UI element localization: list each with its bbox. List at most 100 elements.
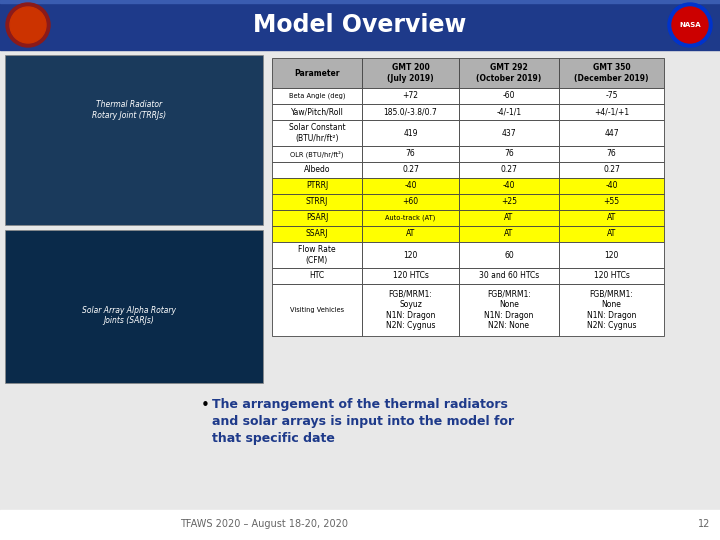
Text: 12: 12	[698, 519, 710, 529]
Text: 60: 60	[504, 251, 514, 260]
Bar	[362, 88, 459, 104]
Bar	[362, 146, 459, 162]
Bar	[0, 0, 720, 50]
Bar	[272, 210, 362, 226]
Text: 447: 447	[604, 129, 618, 138]
Text: TFAWS 2020 – August 18-20, 2020: TFAWS 2020 – August 18-20, 2020	[180, 519, 348, 529]
Text: -60: -60	[503, 91, 516, 100]
Bar	[362, 226, 459, 242]
Bar	[559, 88, 664, 104]
Circle shape	[668, 3, 712, 47]
Text: NASA: NASA	[679, 22, 701, 28]
Text: PSARJ: PSARJ	[306, 213, 328, 222]
Text: AT: AT	[607, 230, 616, 239]
Text: 185.0/-3.8/0.7: 185.0/-3.8/0.7	[384, 107, 437, 117]
Text: 419: 419	[403, 129, 418, 138]
Bar	[272, 104, 362, 120]
Bar	[459, 120, 559, 146]
Text: OLR (BTU/hr/ft²): OLR (BTU/hr/ft²)	[290, 150, 343, 158]
Text: •: •	[201, 398, 210, 413]
Text: +4/-1/+1: +4/-1/+1	[594, 107, 629, 117]
Bar	[559, 146, 664, 162]
Text: 120 HTCs: 120 HTCs	[392, 272, 428, 280]
Text: AT: AT	[505, 213, 513, 222]
Text: Flow Rate
(CFM): Flow Rate (CFM)	[298, 245, 336, 265]
Text: -4/-1/1: -4/-1/1	[496, 107, 521, 117]
Bar	[459, 88, 559, 104]
Text: 120 HTCs: 120 HTCs	[593, 272, 629, 280]
Bar	[459, 226, 559, 242]
Bar	[362, 178, 459, 194]
Circle shape	[6, 3, 50, 47]
Text: AT: AT	[505, 230, 513, 239]
Text: SSARJ: SSARJ	[306, 230, 328, 239]
Text: -40: -40	[606, 181, 618, 191]
Bar	[559, 242, 664, 268]
Bar	[362, 58, 459, 88]
Text: Visiting Vehicles: Visiting Vehicles	[290, 307, 344, 313]
Text: Yaw/Pitch/Roll: Yaw/Pitch/Roll	[291, 107, 343, 117]
Text: +72: +72	[402, 91, 418, 100]
Bar	[362, 284, 459, 336]
Bar	[272, 120, 362, 146]
Text: 76: 76	[607, 150, 616, 159]
Bar	[272, 226, 362, 242]
Text: FGB/MRM1:
None
N1N: Dragon
N2N: Cygnus: FGB/MRM1: None N1N: Dragon N2N: Cygnus	[587, 290, 636, 330]
Bar	[459, 194, 559, 210]
Bar	[559, 284, 664, 336]
Bar	[272, 88, 362, 104]
Text: 120: 120	[604, 251, 618, 260]
Bar	[559, 104, 664, 120]
Bar	[459, 178, 559, 194]
Bar	[272, 242, 362, 268]
Text: -75: -75	[606, 91, 618, 100]
Text: 0.27: 0.27	[402, 165, 419, 174]
Text: AT: AT	[607, 213, 616, 222]
Bar	[362, 120, 459, 146]
Text: 120: 120	[403, 251, 418, 260]
Text: STRRJ: STRRJ	[306, 198, 328, 206]
Bar	[362, 268, 459, 284]
Text: FGB/MRM1:
None
N1N: Dragon
N2N: None: FGB/MRM1: None N1N: Dragon N2N: None	[485, 290, 534, 330]
Circle shape	[10, 7, 46, 43]
Text: +25: +25	[501, 198, 517, 206]
Text: GMT 350
(December 2019): GMT 350 (December 2019)	[575, 63, 649, 83]
Bar	[459, 268, 559, 284]
Text: 0.27: 0.27	[500, 165, 518, 174]
Text: +60: +60	[402, 198, 418, 206]
Bar	[459, 284, 559, 336]
Text: 30 and 60 HTCs: 30 and 60 HTCs	[479, 272, 539, 280]
Bar	[0, 0, 720, 3]
Text: -40: -40	[503, 181, 516, 191]
Text: Solar Array Alpha Rotary
Joints (SARJs): Solar Array Alpha Rotary Joints (SARJs)	[82, 306, 176, 325]
Bar	[362, 104, 459, 120]
Text: Albedo: Albedo	[304, 165, 330, 174]
Text: Model Overview: Model Overview	[253, 13, 467, 37]
Text: GMT 200
(July 2019): GMT 200 (July 2019)	[387, 63, 434, 83]
Bar	[459, 210, 559, 226]
Bar	[559, 268, 664, 284]
Bar	[559, 210, 664, 226]
Text: Auto-track (AT): Auto-track (AT)	[385, 215, 436, 221]
Text: The arrangement of the thermal radiators
and solar arrays is input into the mode: The arrangement of the thermal radiators…	[212, 398, 514, 445]
Bar	[459, 104, 559, 120]
Text: 0.27: 0.27	[603, 165, 620, 174]
Bar	[5, 230, 263, 383]
Text: Beta Angle (deg): Beta Angle (deg)	[289, 93, 346, 99]
Bar	[559, 194, 664, 210]
Text: PTRRJ: PTRRJ	[306, 181, 328, 191]
Bar	[559, 120, 664, 146]
Bar	[459, 242, 559, 268]
Text: 76: 76	[504, 150, 514, 159]
Text: GMT 292
(October 2019): GMT 292 (October 2019)	[477, 63, 541, 83]
Text: Thermal Radiator
Rotary Joint (TRRJs): Thermal Radiator Rotary Joint (TRRJs)	[92, 100, 166, 120]
Text: 76: 76	[405, 150, 415, 159]
Bar	[272, 146, 362, 162]
Bar	[459, 58, 559, 88]
Bar	[362, 194, 459, 210]
Bar	[362, 162, 459, 178]
Bar	[272, 162, 362, 178]
Bar	[362, 210, 459, 226]
Circle shape	[672, 7, 708, 43]
Text: HTC: HTC	[310, 272, 325, 280]
